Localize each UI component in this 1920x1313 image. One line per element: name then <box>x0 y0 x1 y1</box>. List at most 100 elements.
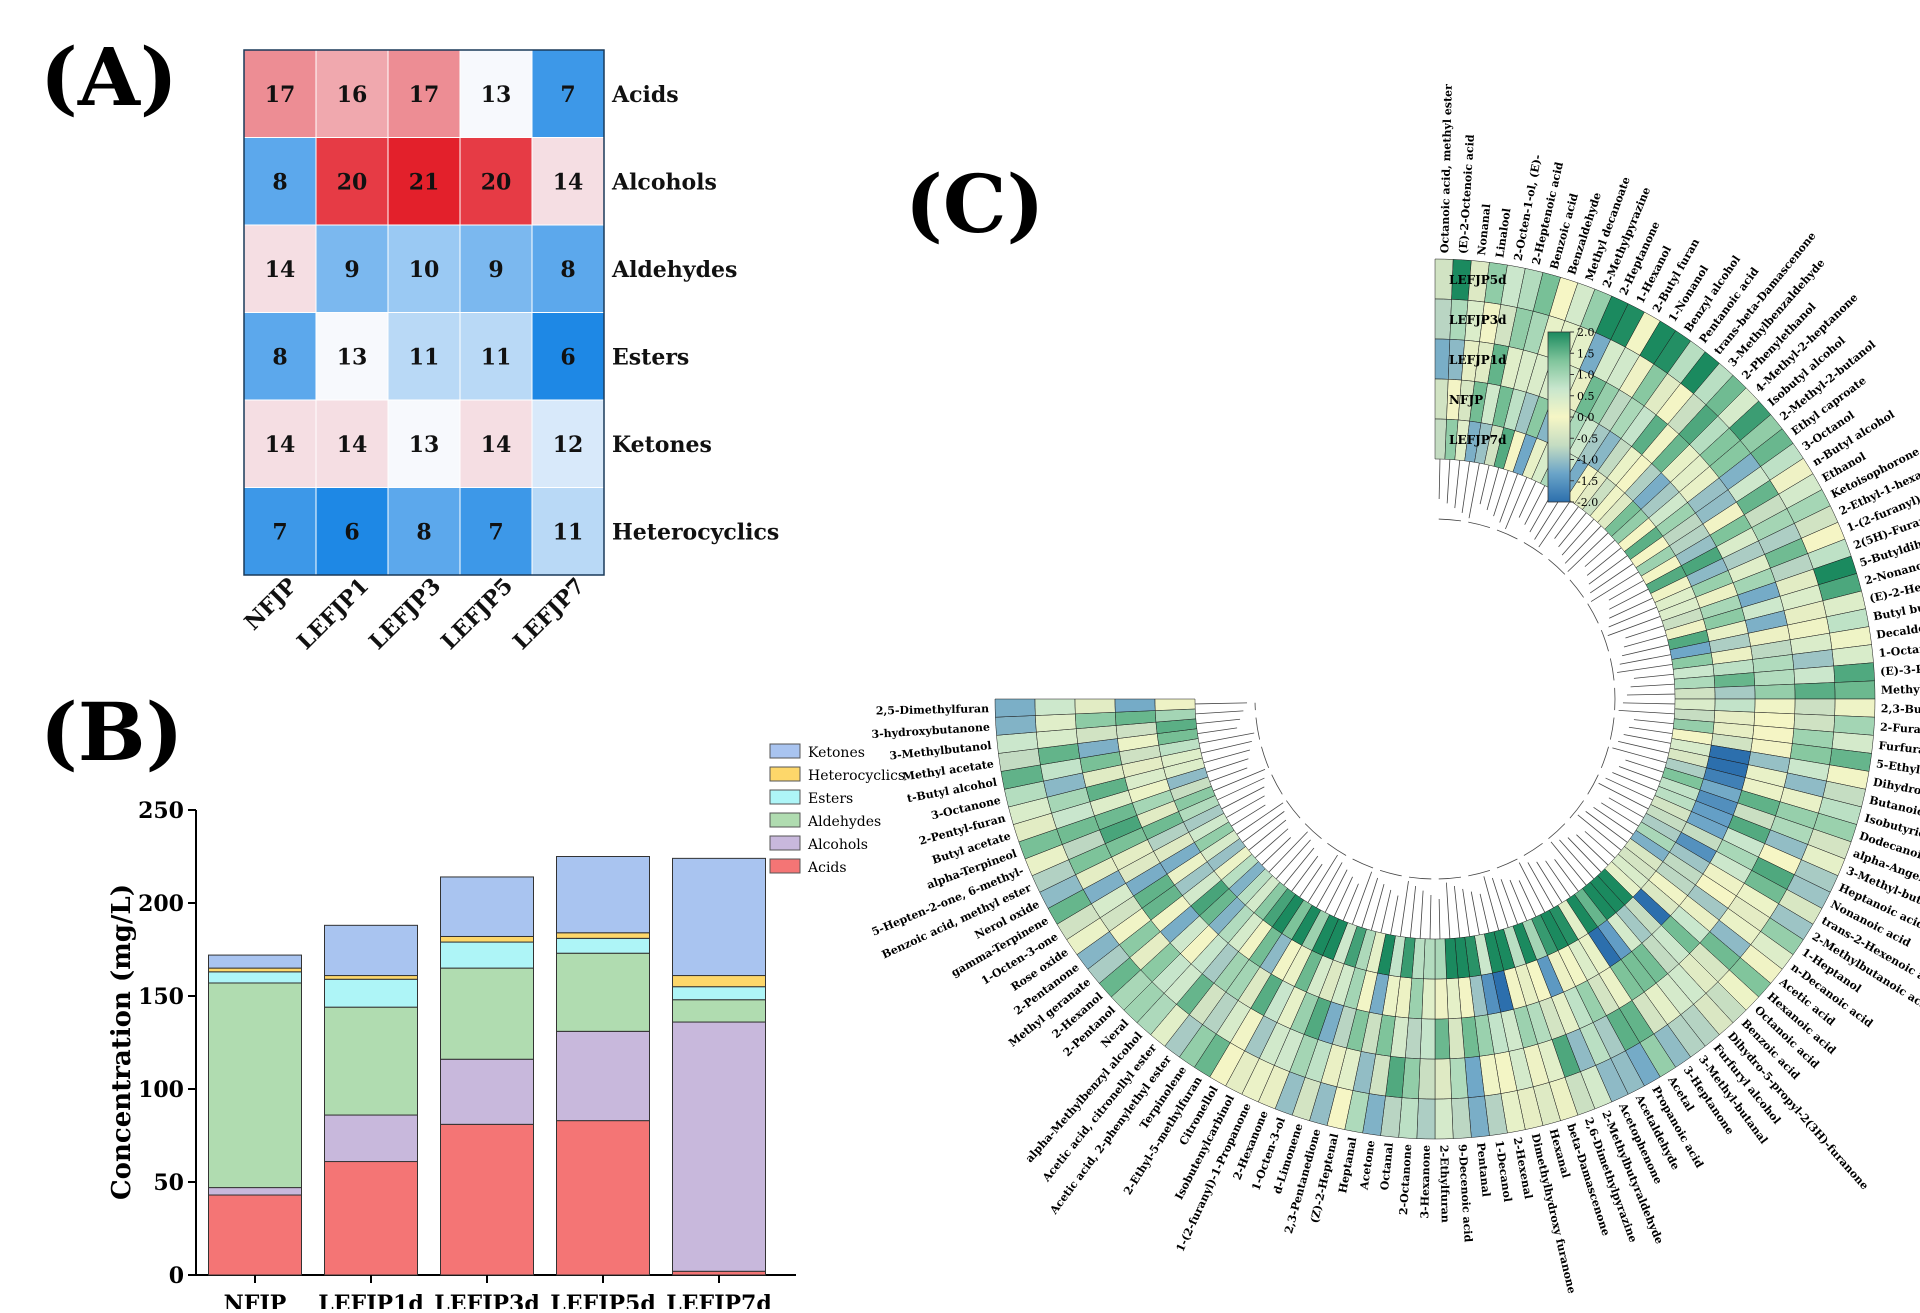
dendrogram-branch <box>1601 630 1608 651</box>
heatmap-column-label: LEFJP1 <box>292 573 374 655</box>
circular-heatmap-cell <box>1715 699 1755 712</box>
dendrogram-branch <box>1455 460 1460 508</box>
ring-label: LEFJP1d <box>1449 353 1507 367</box>
heatmap-cell-value: 17 <box>409 82 440 108</box>
heatmap-cell-value: 21 <box>409 169 440 195</box>
dendrogram-branch <box>1292 856 1318 891</box>
legend-label: Heterocyclics <box>808 768 905 784</box>
dendrogram-branch <box>1327 843 1346 855</box>
dendrogram-branch <box>1439 519 1461 521</box>
circular-heatmap-cell <box>1420 1019 1435 1059</box>
dendrogram-branch <box>1305 824 1321 839</box>
circular-heatmap-cell <box>1755 684 1795 699</box>
scale-tick-label: 0.5 <box>1577 390 1595 403</box>
bar-segment <box>441 968 534 1059</box>
dendrogram-branch <box>1199 733 1254 743</box>
dendrogram-branch <box>1624 635 1666 647</box>
heatmap-row-label: Ketones <box>612 432 712 458</box>
legend-swatch <box>770 813 800 827</box>
dendrogram-branch <box>1487 468 1499 510</box>
dendrogram-branch <box>1576 835 1608 865</box>
bar-segment <box>441 877 534 937</box>
dendrogram-branch <box>1620 655 1671 665</box>
dendrogram-branch <box>1548 559 1564 574</box>
dendrogram-branch <box>1362 878 1378 928</box>
bar-segment <box>673 1271 766 1275</box>
scale-tick-label: 2.0 <box>1577 326 1595 339</box>
compound-label: 2-Ethylfuran <box>1437 1145 1452 1223</box>
scale-tick-label: -1.5 <box>1577 475 1598 488</box>
dendrogram-branch <box>1410 886 1415 938</box>
x-tick-label: LEFJP3d <box>434 1291 540 1309</box>
compound-label: Linalool <box>1493 207 1513 258</box>
dendrogram-branch <box>1446 883 1449 939</box>
dendrogram-branch <box>1400 881 1408 936</box>
dendrogram-branch <box>1619 766 1660 781</box>
dendrogram-branch <box>1555 859 1579 891</box>
dendrogram-branch <box>1625 626 1663 638</box>
legend-swatch <box>770 744 800 758</box>
dendrogram-branch <box>1524 843 1543 855</box>
dendrogram-branch <box>1380 870 1402 875</box>
dendrogram-branch <box>1610 718 1614 740</box>
bar-segment <box>557 1121 650 1275</box>
scale-tick-label: -2.0 <box>1577 496 1598 509</box>
panel-label-c: (C) <box>905 157 1044 251</box>
heatmap-cell-value: 6 <box>344 519 359 545</box>
heatmap-cell-value: 14 <box>265 257 296 283</box>
dendrogram-branch <box>1609 798 1644 818</box>
compound-label: 1-Octanol <box>1878 641 1920 660</box>
circular-heatmap-cell <box>1422 979 1435 1019</box>
dendrogram-branch <box>1608 616 1661 635</box>
dendrogram-branch <box>1255 829 1288 858</box>
circular-heatmap-cell <box>1435 379 1448 419</box>
dendrogram-branch <box>1612 772 1656 790</box>
dendrogram-branch <box>1505 477 1526 529</box>
scale-tick-label: -0.5 <box>1577 432 1598 445</box>
circular-heatmap-cell <box>1035 699 1075 716</box>
bar-segment <box>441 942 534 968</box>
dendrogram-branch <box>1484 876 1499 930</box>
bar-segment <box>209 983 302 1188</box>
dendrogram-branch <box>1634 720 1674 724</box>
legend-swatch <box>770 836 800 850</box>
circular-heatmap-cell <box>1675 687 1715 699</box>
dendrogram-branch <box>1631 684 1675 687</box>
scale-tick-label: 1.5 <box>1577 347 1595 360</box>
compound-label: Octanoic acid, methyl ester <box>1438 84 1454 254</box>
dendrogram-branch <box>1601 803 1638 826</box>
dendrogram-branch <box>1609 598 1653 618</box>
dendrogram-branch <box>1468 522 1490 527</box>
compound-label: 3-hydroxybutanone <box>871 721 990 741</box>
legend-swatch <box>770 767 800 781</box>
dendrogram-branch <box>1480 894 1489 933</box>
heatmap-cell-value: 9 <box>488 257 503 283</box>
dendrogram-branch <box>1629 727 1673 733</box>
bar-segment <box>441 1124 534 1275</box>
heatmap-cell-value: 13 <box>409 432 440 458</box>
heatmap-column-label: LEFJP7 <box>508 573 590 655</box>
ring-label: LEFJP7d <box>1449 433 1507 447</box>
heatmap-cell-value: 20 <box>481 169 512 195</box>
dendrogram-branch <box>1519 880 1536 916</box>
compound-label: alpha-Methylbenzyl alcohol <box>1023 1029 1145 1165</box>
bar-segment <box>325 925 418 975</box>
circular-heatmap-cell <box>1418 1059 1435 1099</box>
ring-label: LEFJP3d <box>1449 313 1507 327</box>
heatmap-cell-value: 12 <box>553 432 584 458</box>
dendrogram-branch <box>1609 580 1644 600</box>
dendrogram-branch <box>1480 465 1489 504</box>
compound-label: 2,3-Butanedione <box>1881 702 1920 717</box>
legend-label: Esters <box>808 791 853 807</box>
bar-segment <box>557 938 650 953</box>
dendrogram-branch <box>1585 831 1615 857</box>
circular-heatmap-cell <box>1435 939 1447 979</box>
scale-tick-label: -1.0 <box>1577 454 1598 467</box>
compound-label: Dimethylhydroxy furanone <box>1529 1132 1579 1295</box>
circular-heatmap: Octanoic acid, methyl ester(E)-2-Octenoi… <box>870 84 1920 1295</box>
circular-heatmap-cell <box>1794 666 1835 684</box>
dendrogram-branch <box>1497 859 1517 868</box>
compound-label: Heptanal <box>1336 1136 1359 1194</box>
dendrogram-branch <box>1196 719 1240 724</box>
